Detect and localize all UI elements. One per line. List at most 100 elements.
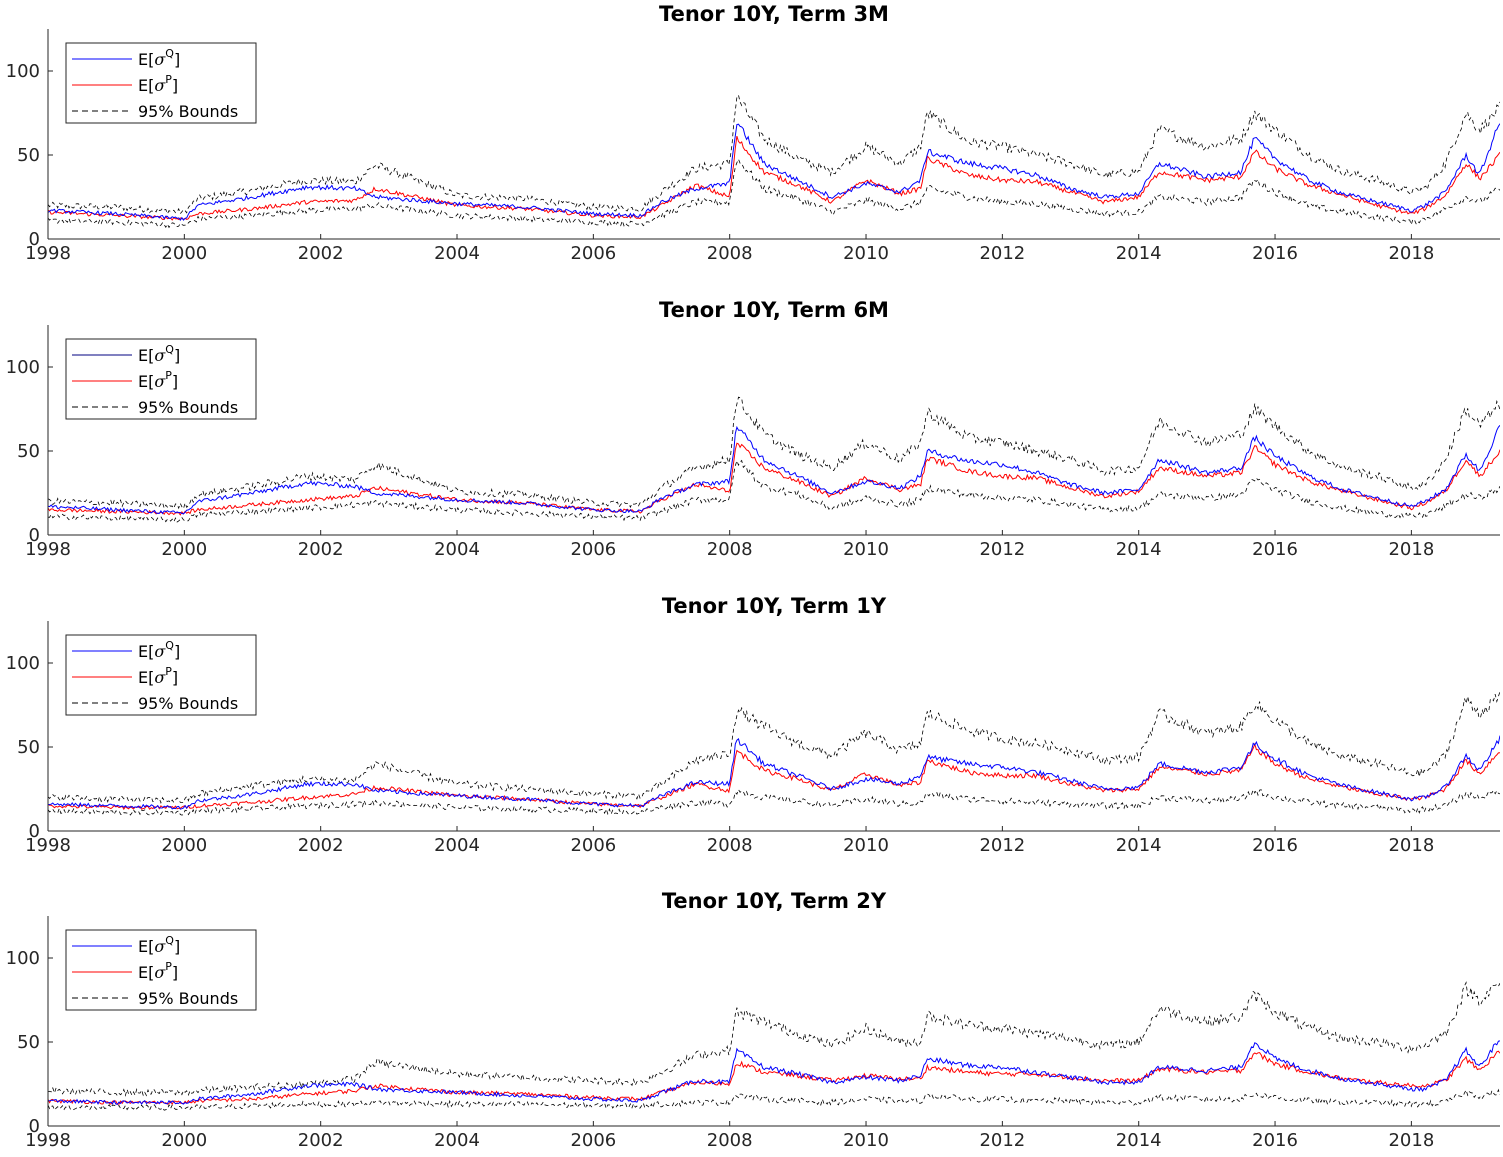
x-tick-label: 2014 <box>1116 243 1162 264</box>
series-upper-bound <box>48 981 1500 1097</box>
x-tick-label: 1998 <box>25 539 71 560</box>
x-tick-label: 2010 <box>843 835 889 856</box>
legend: E[σQ] E[σP] 95% Bounds <box>65 634 257 716</box>
chart-title: Tenor 10Y, Term 2Y <box>662 889 887 913</box>
legend-label: E[σQ] <box>138 934 180 956</box>
x-tick-label: 2000 <box>161 835 207 856</box>
x-tick-label: 2016 <box>1252 835 1298 856</box>
x-tick-label: 2002 <box>298 835 344 856</box>
series-lower-bound <box>48 1088 1500 1111</box>
series-e-sigma-q <box>48 1040 1500 1105</box>
x-tick-label: 2018 <box>1388 539 1434 560</box>
series-upper-bound <box>48 396 1500 510</box>
x-tick-label: 2012 <box>979 1130 1025 1151</box>
y-tick-label: 50 <box>17 1032 40 1053</box>
chart-title: Tenor 10Y, Term 6M <box>659 298 889 322</box>
y-tick-label: 50 <box>17 441 40 462</box>
y-tick-label: 50 <box>17 145 40 166</box>
series-e-sigma-q <box>48 123 1500 221</box>
series-e-sigma-q <box>48 424 1500 515</box>
x-tick-label: 2000 <box>161 243 207 264</box>
x-tick-label: 2006 <box>570 539 616 560</box>
x-tick-label: 2000 <box>161 539 207 560</box>
y-tick-label: 0 <box>29 1116 40 1137</box>
y-tick-label: 50 <box>17 737 40 758</box>
x-tick-label: 2004 <box>434 539 480 560</box>
legend: E[σQ] E[σP] 95% Bounds <box>65 929 257 1011</box>
x-tick-label: 2014 <box>1116 1130 1162 1151</box>
x-tick-label: 2018 <box>1388 1130 1434 1151</box>
legend-label: E[σP] <box>138 960 178 982</box>
x-tick-label: 2016 <box>1252 243 1298 264</box>
series-e-sigma-p <box>48 135 1500 221</box>
series-e-sigma-q <box>48 735 1500 810</box>
legend-label: E[σQ] <box>138 343 180 365</box>
x-tick-label: 2018 <box>1388 243 1434 264</box>
x-tick-label: 2000 <box>161 1130 207 1151</box>
x-tick-label: 2006 <box>570 1130 616 1151</box>
x-tick-label: 1998 <box>25 1130 71 1151</box>
x-tick-label: 2006 <box>570 243 616 264</box>
x-tick-label: 1998 <box>25 835 71 856</box>
x-tick-label: 2014 <box>1116 539 1162 560</box>
y-tick-label: 0 <box>29 525 40 546</box>
series-e-sigma-p <box>48 1050 1500 1106</box>
x-tick-label: 2006 <box>570 835 616 856</box>
y-tick-label: 100 <box>6 61 40 82</box>
legend-label: 95% Bounds <box>138 989 238 1008</box>
legend: E[σQ] E[σP] 95% Bounds <box>65 338 257 420</box>
x-tick-label: 2018 <box>1388 835 1434 856</box>
series-group <box>48 396 1500 523</box>
legend-label: E[σP] <box>138 665 178 687</box>
legend-box <box>65 42 257 124</box>
legend-box <box>65 929 257 1011</box>
series-e-sigma-p <box>48 442 1500 516</box>
legend-label: 95% Bounds <box>138 694 238 713</box>
x-tick-label: 2008 <box>707 835 753 856</box>
x-tick-label: 2004 <box>434 835 480 856</box>
series-lower-bound <box>48 459 1500 523</box>
x-tick-label: 2016 <box>1252 539 1298 560</box>
series-lower-bound <box>48 158 1500 229</box>
x-tick-label: 2012 <box>979 539 1025 560</box>
x-tick-label: 2010 <box>843 243 889 264</box>
x-tick-label: 2010 <box>843 1130 889 1151</box>
legend-label: E[σQ] <box>138 47 180 69</box>
x-tick-label: 1998 <box>25 243 71 264</box>
chart-panel-1: Tenor 10Y, Term 3M 1998 2000 2002 2004 2006 20… <box>6 2 1500 264</box>
y-tick-label: 0 <box>29 229 40 250</box>
legend-label: 95% Bounds <box>138 398 238 417</box>
y-tick-label: 0 <box>29 821 40 842</box>
legend-label: E[σP] <box>138 369 178 391</box>
series-group <box>48 691 1500 816</box>
x-tick-label: 2014 <box>1116 835 1162 856</box>
x-tick-label: 2004 <box>434 1130 480 1151</box>
x-tick-label: 2002 <box>298 539 344 560</box>
legend: E[σQ] E[σP] 95% Bounds <box>65 42 257 124</box>
y-tick-label: 100 <box>6 948 40 969</box>
legend-label: 95% Bounds <box>138 102 238 121</box>
x-tick-label: 2008 <box>707 539 753 560</box>
series-group <box>48 981 1500 1111</box>
series-e-sigma-p <box>48 742 1500 811</box>
legend-label: E[σP] <box>138 73 178 95</box>
chart-panel-3: Tenor 10Y, Term 1Y 1998 2000 2002 2004 2006 20… <box>6 594 1500 856</box>
x-tick-label: 2016 <box>1252 1130 1298 1151</box>
x-tick-label: 2008 <box>707 1130 753 1151</box>
y-tick-label: 100 <box>6 653 40 674</box>
chart-title: Tenor 10Y, Term 3M <box>659 2 889 26</box>
y-tick-label: 100 <box>6 357 40 378</box>
x-tick-label: 2002 <box>298 243 344 264</box>
x-tick-label: 2008 <box>707 243 753 264</box>
series-lower-bound <box>48 788 1500 816</box>
series-upper-bound <box>48 94 1500 215</box>
chart-panel-4: Tenor 10Y, Term 2Y 1998 2000 2002 2004 2006 20… <box>6 889 1500 1151</box>
series-upper-bound <box>48 691 1500 805</box>
chart-panel-2: Tenor 10Y, Term 6M 1998 2000 2002 2004 2006 20… <box>6 298 1500 560</box>
x-tick-label: 2012 <box>979 243 1025 264</box>
x-tick-label: 2012 <box>979 835 1025 856</box>
chart-title: Tenor 10Y, Term 1Y <box>662 594 887 618</box>
legend-label: E[σQ] <box>138 639 180 661</box>
x-tick-label: 2010 <box>843 539 889 560</box>
